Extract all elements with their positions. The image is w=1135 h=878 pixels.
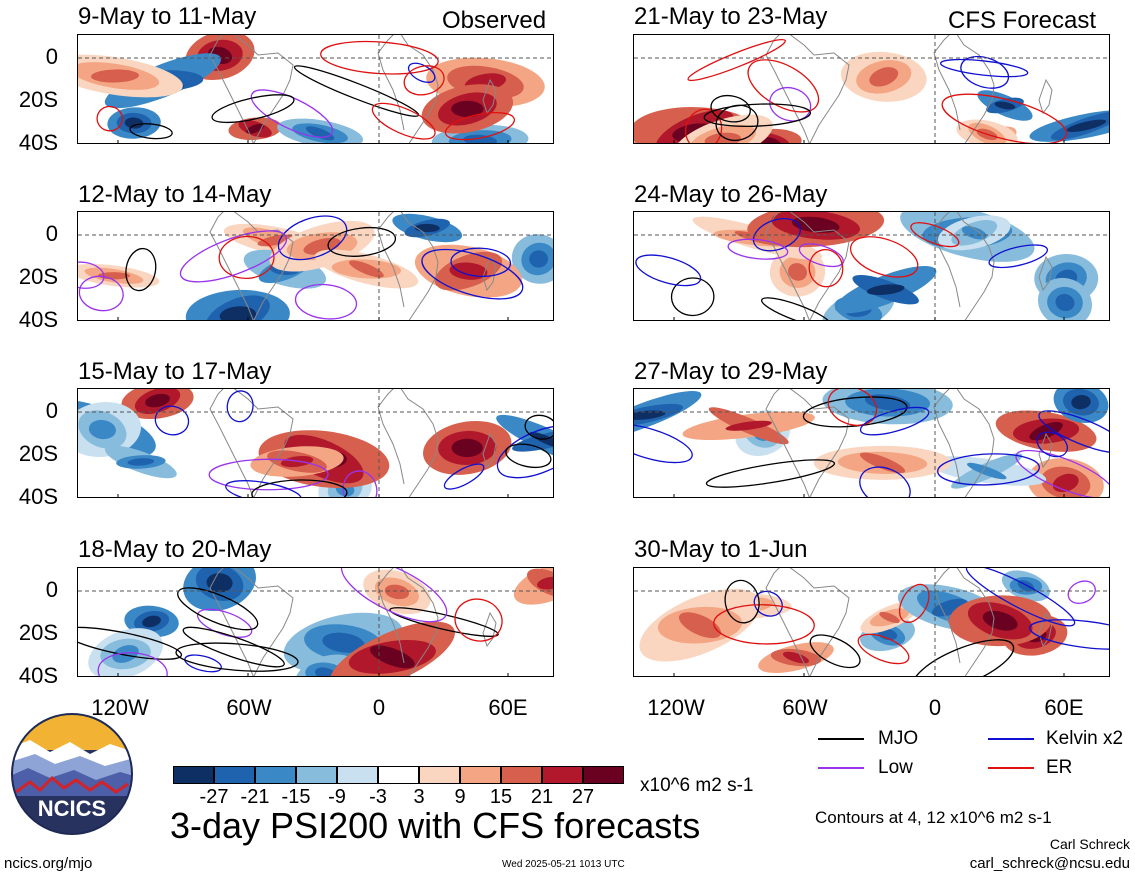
legend-mjo-label: MJO xyxy=(878,728,919,749)
legend-kelvin-label: Kelvin x2 xyxy=(1046,728,1124,749)
legend-kelvin: Kelvin x2 xyxy=(988,728,1133,750)
lat-label-0: 0 xyxy=(45,44,58,69)
colorbar-swatch xyxy=(337,766,378,784)
map-panel-forecast-1 xyxy=(633,34,1110,144)
lon-label-60e: 60E xyxy=(488,695,528,720)
lat-label-40s: 40S xyxy=(18,663,58,688)
contours-note: Contours at 4, 12 x10^6 m2 s-1 xyxy=(815,808,1052,827)
legend-er-label: ER xyxy=(1046,757,1073,778)
panel-title-forecast-2: 24-May to 26-May xyxy=(634,181,828,208)
colorbar-tick-label: -3 xyxy=(369,786,387,808)
panel-title-forecast-4: 30-May to 1-Jun xyxy=(634,536,808,563)
observed-label: Observed xyxy=(442,7,547,34)
legend-low-label: Low xyxy=(878,757,913,778)
lat-label-20s: 20S xyxy=(18,441,58,466)
legend-er: ER xyxy=(988,757,1118,779)
lat-label-20s: 20S xyxy=(18,87,58,112)
panel-title-forecast-1: 21-May to 23-May xyxy=(634,3,828,30)
lon-label-60w: 60W xyxy=(226,695,272,720)
lat-label-40s: 40S xyxy=(18,484,58,509)
panel-title-observed-2: 12-May to 14-May xyxy=(78,181,272,208)
lon-label-60e: 60E xyxy=(1044,695,1084,720)
panel-title-forecast-3: 27-May to 29-May xyxy=(634,358,828,385)
map-panel-observed-4 xyxy=(77,567,554,677)
lat-label-0: 0 xyxy=(45,398,58,423)
map-panel-observed-3 xyxy=(77,388,554,498)
colorbar-tick-label: -27 xyxy=(199,786,229,808)
lat-label-40s: 40S xyxy=(18,130,58,155)
lat-label-0: 0 xyxy=(45,221,58,246)
legend-mjo: MJO xyxy=(818,728,948,750)
logo-text: NCICS xyxy=(37,796,107,821)
colorbar-tick-label: -9 xyxy=(328,786,346,808)
lon-label-0: 0 xyxy=(928,695,942,720)
legend-low: Low xyxy=(818,757,948,779)
colorbar-swatch xyxy=(214,766,255,784)
colorbar-labels: -27 -21 -15 -9 -3 3 9 15 21 27 xyxy=(173,787,624,809)
colorbar-swatch xyxy=(460,766,501,784)
colorbar-swatch xyxy=(378,766,419,784)
panel-title-observed-1: 9-May to 11-May xyxy=(78,3,257,30)
main-title: 3-day PSI200 with CFS forecasts xyxy=(170,805,701,846)
lat-label-20s: 20S xyxy=(18,620,58,645)
author: Carl Schreck xyxy=(1049,836,1130,852)
colorbar-units: x10^6 m2 s-1 xyxy=(640,775,754,796)
lat-label-40s: 40S xyxy=(18,307,58,332)
colorbar-tick-label: -15 xyxy=(281,786,311,808)
timestamp: Wed 2025-05-21 1013 UTC xyxy=(502,859,625,870)
colorbar-tick-label: 15 xyxy=(489,786,513,808)
email-link[interactable]: carl_schreck@ncsu.edu xyxy=(969,855,1130,872)
site-link[interactable]: ncics.org/mjo xyxy=(4,855,93,872)
colorbar-swatch xyxy=(501,766,542,784)
colorbar-swatch xyxy=(173,766,214,784)
map-panel-forecast-2 xyxy=(633,211,1110,321)
ncics-logo: NCICS xyxy=(10,712,134,836)
map-panel-observed-2 xyxy=(77,211,554,321)
colorbar-swatch xyxy=(583,766,624,784)
colorbar xyxy=(173,766,624,784)
colorbar-tick-label: 9 xyxy=(454,786,466,808)
lon-label-60w: 60W xyxy=(782,695,828,720)
map-panel-forecast-3 xyxy=(633,388,1110,498)
colorbar-swatch xyxy=(419,766,460,784)
map-panel-observed-1 xyxy=(77,34,554,144)
colorbar-tick-label: 21 xyxy=(530,786,554,808)
forecast-label: CFS Forecast xyxy=(948,7,1097,34)
panel-title-observed-3: 15-May to 17-May xyxy=(78,358,272,385)
colorbar-tick-label: 3 xyxy=(413,786,425,808)
colorbar-swatch xyxy=(296,766,337,784)
colorbar-swatch xyxy=(255,766,296,784)
lat-label-20s: 20S xyxy=(18,264,58,289)
lat-label-0: 0 xyxy=(45,577,58,602)
colorbar-tick-label: -21 xyxy=(240,786,270,808)
lon-label-120w: 120W xyxy=(91,695,149,720)
lon-label-0: 0 xyxy=(372,695,386,720)
lon-label-120w: 120W xyxy=(647,695,705,720)
map-panel-forecast-4 xyxy=(633,567,1110,677)
panel-title-observed-4: 18-May to 20-May xyxy=(78,536,272,563)
colorbar-swatch xyxy=(542,766,583,784)
colorbar-tick-label: 27 xyxy=(571,786,595,808)
